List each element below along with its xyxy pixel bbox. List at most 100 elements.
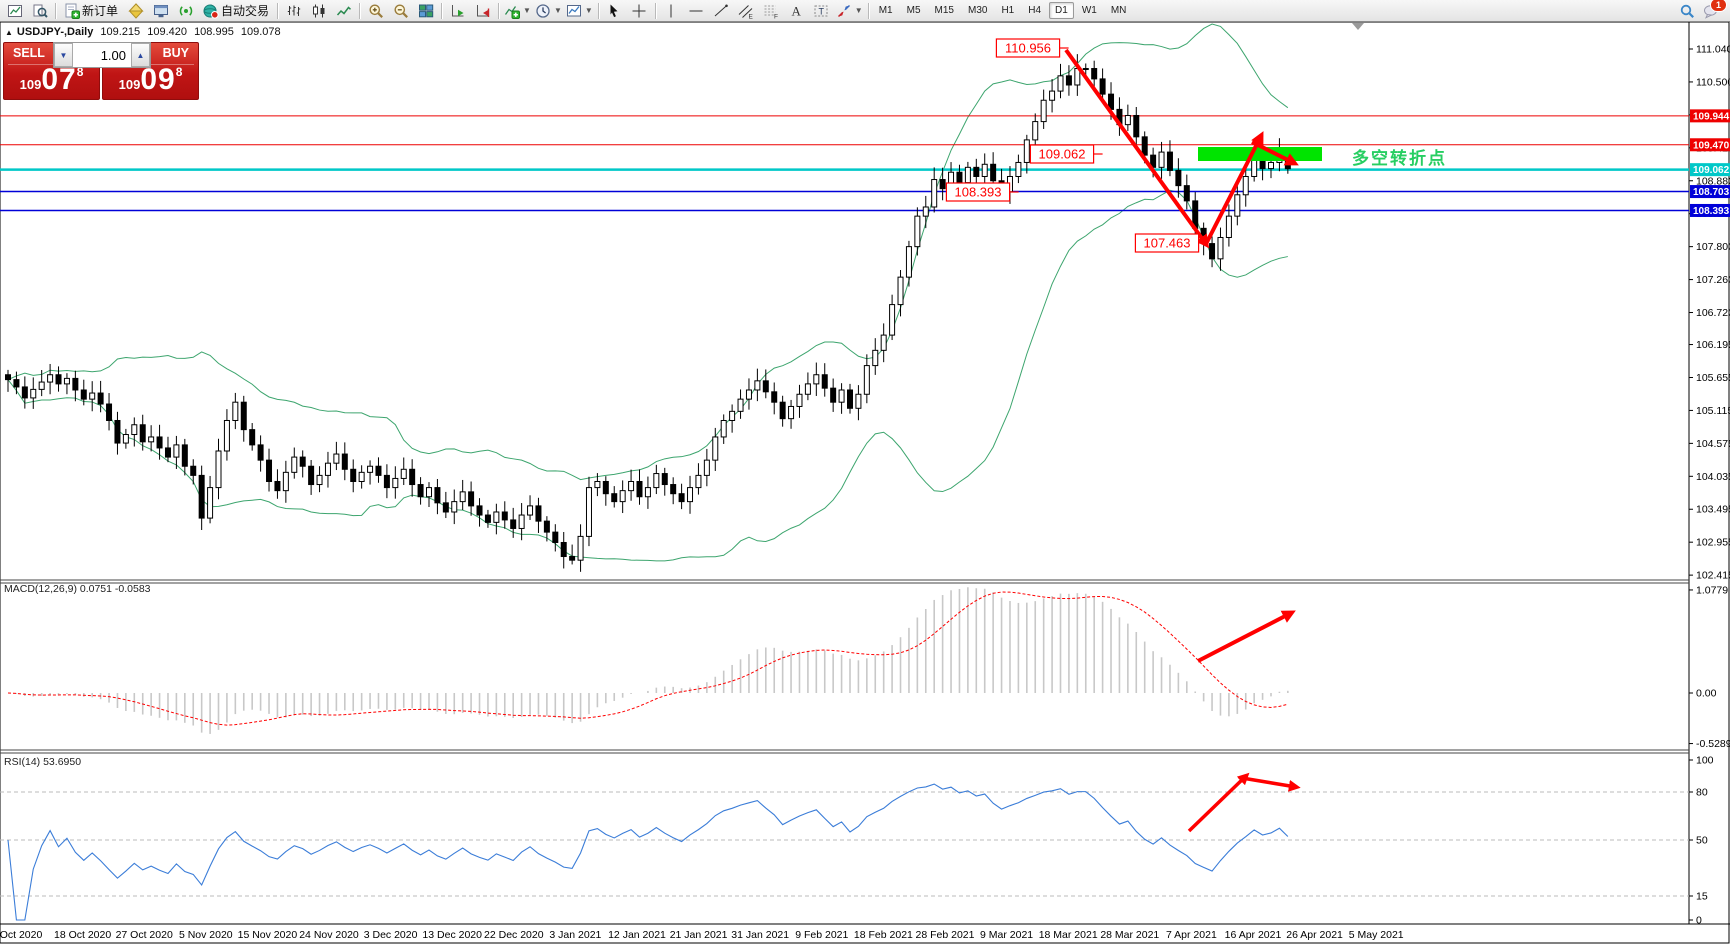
svg-text:102.415: 102.415 [1696, 570, 1730, 582]
svg-text:31 Jan 2021: 31 Jan 2021 [731, 929, 789, 941]
svg-text:21 Jan 2021: 21 Jan 2021 [670, 929, 728, 941]
timeframe-m15-button[interactable]: M15 [934, 5, 954, 16]
notifications-button[interactable]: 1 [1699, 0, 1727, 21]
svg-text:5 May 2021: 5 May 2021 [1349, 929, 1404, 941]
periods-button[interactable]: ▼ [533, 0, 564, 21]
downtrend-arrow[interactable] [1064, 48, 1210, 249]
svg-text:-0.5289: -0.5289 [1696, 738, 1730, 750]
svg-text:22 Dec 2020: 22 Dec 2020 [484, 929, 544, 941]
timeframe-m5-button[interactable]: M5 [906, 5, 921, 16]
chart-shift-icon [476, 4, 489, 17]
candlestick-chart-icon [312, 4, 325, 17]
chart-frame [0, 21, 1730, 944]
new-chart-button[interactable] [2, 0, 27, 21]
green-zone-rectangle[interactable] [1198, 147, 1322, 161]
svg-text:5 Nov 2020: 5 Nov 2020 [179, 929, 233, 941]
uptrend-arrow[interactable] [1204, 131, 1264, 245]
terminal-icon [153, 4, 168, 17]
bar-chart-button[interactable] [281, 0, 306, 21]
arrows-button[interactable]: ▼ [834, 0, 865, 21]
rsi-line [7, 783, 1289, 921]
metaeditor-button[interactable] [123, 0, 148, 21]
indicators-button[interactable]: ▼ [502, 0, 533, 21]
metaeditor-icon [127, 2, 144, 19]
crosshair-icon [632, 4, 646, 17]
zoom-in-button[interactable] [363, 0, 388, 21]
text-label-button[interactable]: T [809, 0, 834, 21]
volume-increase-button[interactable]: ▲ [131, 43, 150, 67]
svg-text:18 Feb 2021: 18 Feb 2021 [854, 929, 913, 941]
open-profiles-button[interactable] [27, 0, 52, 21]
price-tag [1690, 138, 1730, 152]
rsi-trend-arrow-1[interactable] [1187, 772, 1250, 833]
symbol-period-label: USDJPY-,Daily [16, 26, 94, 38]
svg-text:18 Oct 2020: 18 Oct 2020 [54, 929, 111, 941]
svg-text:110.500: 110.500 [1696, 76, 1730, 88]
zoom-in-icon [369, 4, 383, 18]
trend-line-button[interactable] [709, 0, 734, 21]
price-annotation-text: 109.062 [1039, 147, 1086, 162]
tile-windows-button[interactable] [413, 0, 438, 21]
equidistant-channel-button[interactable]: E [734, 0, 759, 21]
svg-text:0.00: 0.00 [1696, 688, 1717, 700]
zoom-out-button[interactable] [388, 0, 413, 21]
search-button[interactable] [1674, 0, 1699, 21]
crosshair-button[interactable] [627, 0, 652, 21]
bollinger-lower-band [7, 189, 1288, 562]
vertical-line-button[interactable] [659, 0, 684, 21]
svg-text:107.800: 107.800 [1696, 241, 1730, 253]
svg-text:0: 0 [1696, 915, 1702, 927]
search-icon [1680, 4, 1694, 18]
price-tag [1690, 109, 1730, 123]
line-chart-button[interactable] [331, 0, 356, 21]
svg-text:9 Mar 2021: 9 Mar 2021 [980, 929, 1033, 941]
autotrading-button[interactable]: 自动交易 [198, 0, 274, 21]
candlestick-chart-button[interactable] [306, 0, 331, 21]
timeframe-mn-button[interactable]: MN [1110, 5, 1127, 16]
price-tag [1690, 203, 1730, 217]
cursor-button[interactable] [602, 0, 627, 21]
svg-text:15 Nov 2020: 15 Nov 2020 [238, 929, 298, 941]
timeframe-m1-button[interactable]: M1 [878, 5, 893, 16]
cursor-icon [610, 4, 618, 17]
svg-text:109.062: 109.062 [1693, 165, 1730, 176]
price-axis: 111.040110.500109.960109.420108.880108.3… [1689, 44, 1730, 582]
templates-button[interactable]: ▼ [564, 0, 595, 21]
volume-input[interactable] [73, 43, 131, 67]
svg-text:18 Mar 2021: 18 Mar 2021 [1039, 929, 1098, 941]
sell-price: 109078 [19, 63, 84, 96]
collapse-panel-arrow-icon[interactable]: ▲ [5, 28, 13, 37]
pullback-arrow[interactable] [1251, 140, 1299, 166]
timeframe-m30-button[interactable]: M30 [967, 5, 988, 16]
tile-windows-icon [418, 4, 433, 17]
svg-text:80: 80 [1696, 787, 1708, 799]
auto-scroll-button[interactable] [445, 0, 470, 21]
svg-text:15: 15 [1696, 891, 1708, 903]
signals-button[interactable] [173, 0, 198, 21]
horizontal-line-button[interactable] [684, 0, 709, 21]
new-order-button[interactable]: 新订单 [59, 0, 123, 21]
new-chart-icon [7, 4, 22, 17]
svg-text:16 Apr 2021: 16 Apr 2021 [1225, 929, 1282, 941]
fibonacci-button[interactable]: F [759, 0, 784, 21]
svg-text:50: 50 [1696, 835, 1708, 847]
zoom-out-icon [394, 4, 408, 18]
text-button[interactable]: A [784, 0, 809, 21]
macd-trend-arrow[interactable] [1197, 610, 1296, 663]
rsi-axis: 100 80 50 15 0 [1689, 755, 1714, 927]
volume-decrease-button[interactable]: ▼ [54, 43, 73, 67]
equidistant-channel-icon: E [738, 4, 754, 19]
timeframe-d1-button[interactable]: D1 [1049, 2, 1074, 19]
autotrading-icon [203, 4, 219, 19]
timeframe-h4-button[interactable]: H4 [1028, 5, 1042, 16]
line-chart-icon [336, 5, 351, 15]
ohlc-high: 109.420 [147, 26, 187, 38]
chart-shift-button[interactable] [470, 0, 495, 21]
terminal-button[interactable] [148, 0, 173, 21]
timeframe-h1-button[interactable]: H1 [1001, 5, 1015, 16]
price-level-lines [0, 115, 1689, 212]
arrows-icon [837, 4, 850, 17]
rsi-trend-arrow-2[interactable] [1241, 776, 1301, 792]
svg-text:9 Feb 2021: 9 Feb 2021 [795, 929, 848, 941]
timeframe-w1-button[interactable]: W1 [1081, 5, 1097, 16]
